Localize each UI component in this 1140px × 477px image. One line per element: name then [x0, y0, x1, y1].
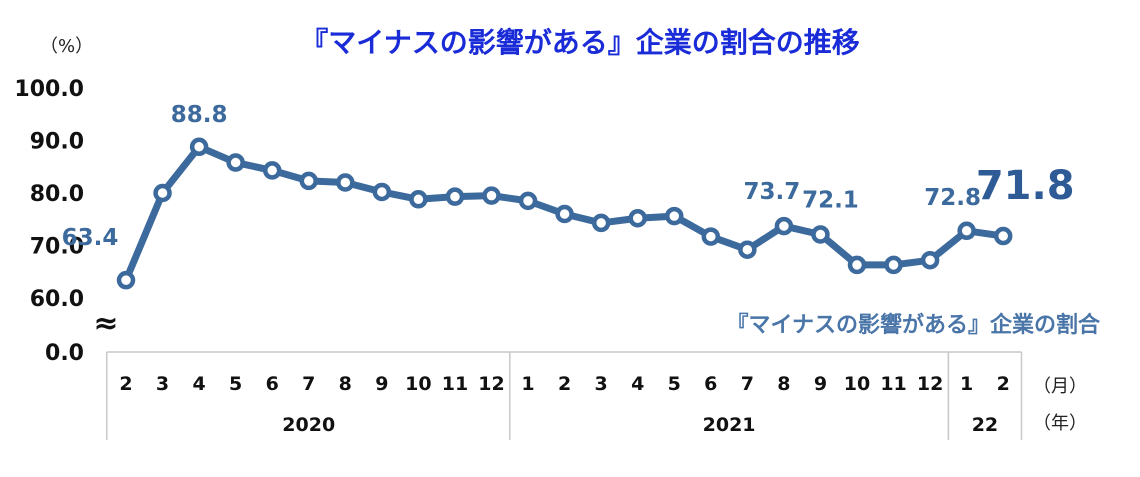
- x-tick-label: 2: [119, 373, 132, 395]
- x-tick-label: 2: [558, 373, 571, 395]
- data-point: [262, 161, 282, 180]
- x-tick-label: 3: [595, 373, 608, 395]
- data-point: [774, 216, 794, 236]
- x-tick-label: 6: [266, 373, 279, 395]
- data-point: [993, 226, 1013, 246]
- data-point: [701, 227, 721, 246]
- data-point: [957, 221, 976, 241]
- x-tick-label: 1: [521, 373, 534, 395]
- x-tick-label: 3: [156, 373, 169, 395]
- y-tick-labels: 100.0 90.0 80.0 70.0 60.0 0.0: [14, 77, 84, 366]
- year-label: 2020: [282, 414, 335, 436]
- y-tick-label: 100.0: [14, 77, 84, 102]
- x-tick-label: 11: [880, 373, 906, 395]
- data-label: 88.8: [171, 102, 228, 128]
- data-point: [336, 173, 355, 192]
- data-point: [920, 250, 940, 270]
- x-tick-label: 5: [229, 373, 242, 395]
- data-label: 63.4: [62, 225, 119, 251]
- data-point: [372, 182, 392, 202]
- x-tick-label: 12: [917, 373, 943, 395]
- data-point: [591, 213, 611, 233]
- x-unit-month: （月）: [1033, 376, 1087, 397]
- x-tick-label: 6: [704, 373, 717, 395]
- x-unit-year: （年）: [1033, 413, 1087, 434]
- series-points: [116, 137, 1013, 290]
- data-point: [189, 137, 209, 157]
- data-point: [811, 225, 830, 244]
- data-point: [299, 171, 318, 191]
- data-point: [409, 190, 428, 209]
- x-tick-label: 8: [777, 373, 790, 395]
- data-point: [665, 206, 684, 226]
- axis-break-symbol: ≈: [93, 306, 118, 341]
- x-tick-label: 5: [668, 373, 681, 395]
- x-tick-label: 10: [844, 373, 870, 395]
- data-point: [482, 186, 501, 205]
- y-tick-label: 80.0: [30, 182, 84, 207]
- y-tick-label: 70.0: [30, 235, 84, 260]
- x-tick-label: 9: [814, 373, 827, 395]
- x-axis-table: 2020 2021 222 3 4 5 6 7 8 9 10 11 12 1 2 3 4 5 6 7 8 9 10 11 12 1…: [105, 351, 1023, 440]
- y-unit-label: （%）: [40, 36, 93, 57]
- x-tick-label: 9: [375, 373, 388, 395]
- x-tick-label: 11: [442, 373, 468, 395]
- x-tick-label: 8: [339, 373, 352, 395]
- y-tick-label: 60.0: [30, 287, 84, 312]
- data-point: [884, 255, 903, 275]
- chart-title: 『マイナスの影響がある』企業の割合の推移: [300, 26, 859, 59]
- x-tick-label: 4: [192, 373, 205, 395]
- x-tick-label: 10: [405, 373, 431, 395]
- series-name-label: 『マイナスの影響がある』企業の割合: [726, 312, 1101, 338]
- data-label: 72.8: [924, 185, 981, 211]
- x-tick-label: 4: [631, 373, 644, 395]
- data-point: [847, 255, 867, 275]
- data-point: [628, 208, 647, 228]
- x-tick-label: 7: [302, 373, 315, 395]
- data-label: 73.7: [744, 179, 801, 205]
- data-point: [116, 270, 136, 290]
- x-tick-label: 2: [997, 373, 1010, 395]
- data-point: [153, 183, 172, 203]
- data-point: [445, 187, 465, 206]
- x-tick-label: 7: [741, 373, 754, 395]
- year-label: 22: [972, 414, 998, 436]
- y-tick-label: 90.0: [30, 130, 84, 155]
- x-tick-label: 12: [478, 373, 504, 395]
- y-tick-label: 0.0: [45, 341, 84, 366]
- data-point: [518, 191, 538, 211]
- data-labels: 63.4 88.8 73.7 72.1 72.871.8: [62, 102, 1075, 251]
- data-point: [738, 240, 757, 259]
- data-point: [226, 153, 245, 172]
- data-label: 72.1: [802, 187, 859, 213]
- year-label: 2021: [703, 414, 756, 436]
- data-point: [555, 204, 574, 224]
- data-label: 71.8: [976, 163, 1075, 209]
- x-tick-label: 1: [960, 373, 973, 395]
